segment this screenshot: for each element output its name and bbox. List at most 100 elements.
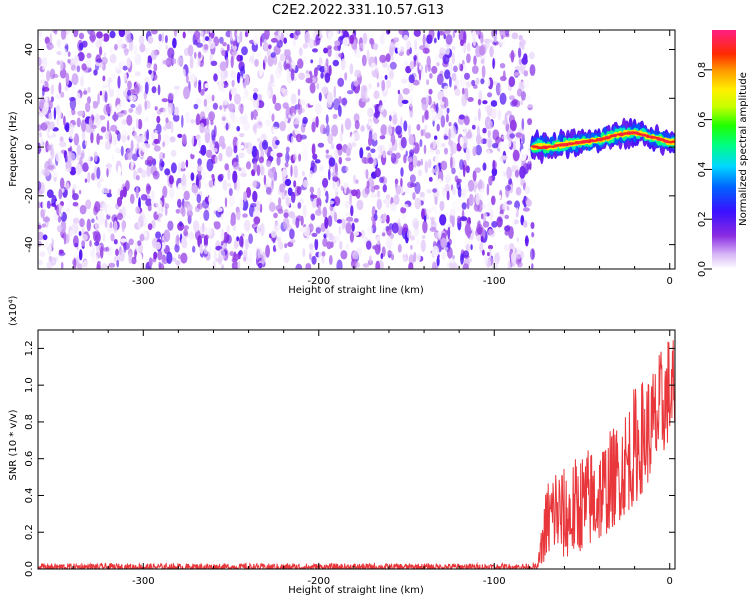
noise-blob xyxy=(56,60,61,65)
noise-blob xyxy=(42,81,45,88)
noise-blob xyxy=(326,241,332,250)
noise-blob xyxy=(377,217,383,222)
noise-blob xyxy=(412,38,419,49)
noise-blob xyxy=(468,258,472,263)
noise-blob xyxy=(124,48,129,56)
noise-blob xyxy=(508,243,515,252)
noise-blob xyxy=(316,82,320,90)
noise-blob xyxy=(237,260,241,269)
noise-blob xyxy=(327,46,332,58)
noise-blob xyxy=(334,211,337,223)
noise-blob xyxy=(173,88,180,97)
noise-blob xyxy=(444,147,448,155)
noise-blob xyxy=(349,192,352,206)
noise-blob xyxy=(480,31,484,44)
noise-blob xyxy=(446,190,450,201)
noise-blob xyxy=(109,46,114,55)
noise-blob xyxy=(515,241,522,250)
noise-blob xyxy=(73,133,80,146)
noise-blob xyxy=(113,220,118,233)
noise-blob xyxy=(373,43,379,51)
noise-blob xyxy=(89,246,93,252)
noise-blob xyxy=(59,177,65,190)
noise-blob xyxy=(205,94,213,104)
noise-blob xyxy=(311,255,317,265)
noise-blob xyxy=(43,209,46,214)
noise-blob xyxy=(162,125,167,131)
noise-blob xyxy=(491,221,498,228)
noise-blob xyxy=(290,164,293,177)
noise-blob xyxy=(454,30,457,33)
noise-blob xyxy=(285,146,290,153)
noise-blob xyxy=(279,121,286,132)
noise-blob xyxy=(217,64,221,75)
noise-blob xyxy=(447,262,450,268)
noise-blob xyxy=(114,147,121,154)
noise-blob xyxy=(54,30,58,35)
noise-blob xyxy=(372,70,378,78)
snr-y-axis: 0.0 0.2 0.4 0.6 0.8 1.0 1.2 xyxy=(24,340,675,577)
noise-blob xyxy=(353,113,360,123)
noise-blob xyxy=(466,81,472,88)
noise-blob xyxy=(250,202,257,208)
noise-blob xyxy=(95,39,103,49)
noise-blob xyxy=(410,245,413,250)
noise-blob xyxy=(197,202,203,210)
noise-blob xyxy=(412,155,418,168)
noise-blob xyxy=(420,158,424,166)
noise-blob xyxy=(518,204,526,216)
noise-blob xyxy=(408,81,414,92)
noise-blob xyxy=(525,199,532,207)
noise-blob xyxy=(91,254,99,263)
noise-blob xyxy=(155,231,162,239)
noise-blob xyxy=(449,76,452,88)
noise-blob xyxy=(372,132,378,141)
noise-blob xyxy=(102,186,110,194)
colorbar-tick-label: 0.0 xyxy=(697,261,708,277)
noise-blob xyxy=(178,221,183,227)
noise-blob xyxy=(506,166,512,180)
noise-blob xyxy=(486,202,494,211)
noise-blob xyxy=(308,38,315,49)
noise-blob xyxy=(443,139,449,144)
noise-blob xyxy=(462,250,470,258)
noise-blob xyxy=(204,130,211,144)
noise-blob xyxy=(203,30,207,35)
noise-blob xyxy=(428,88,433,95)
noise-blob xyxy=(318,92,322,102)
noise-blob xyxy=(170,162,177,174)
noise-blob xyxy=(289,228,295,240)
noise-blob xyxy=(349,231,354,243)
noise-blob xyxy=(78,190,82,195)
noise-blob xyxy=(60,261,64,269)
noise-blob xyxy=(59,141,67,148)
noise-blob xyxy=(147,204,152,212)
noise-blob xyxy=(248,233,254,244)
noise-blob xyxy=(180,161,186,170)
noise-blob xyxy=(215,257,220,263)
noise-blob xyxy=(109,81,115,91)
noise-blob xyxy=(198,256,203,269)
noise-blob xyxy=(342,37,350,47)
noise-blob xyxy=(115,248,119,256)
ridge-peak xyxy=(567,142,573,146)
noise-blob xyxy=(328,255,333,265)
noise-blob xyxy=(245,161,252,170)
noise-blob xyxy=(317,142,325,148)
noise-blob xyxy=(521,118,525,131)
noise-blob xyxy=(225,146,233,158)
noise-blob xyxy=(253,87,259,93)
noise-blob xyxy=(374,167,381,178)
noise-blob xyxy=(413,220,419,230)
noise-blob xyxy=(117,212,123,221)
noise-blob xyxy=(407,229,412,239)
noise-blob xyxy=(253,161,258,173)
snr-frame xyxy=(37,329,676,570)
noise-blob xyxy=(208,194,214,206)
noise-blob xyxy=(160,206,164,213)
noise-blob xyxy=(73,217,80,224)
noise-blob xyxy=(443,108,447,118)
noise-blob xyxy=(289,32,295,39)
noise-blob xyxy=(316,64,322,71)
noise-blob xyxy=(74,242,79,248)
